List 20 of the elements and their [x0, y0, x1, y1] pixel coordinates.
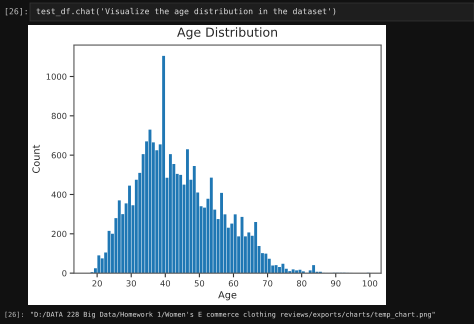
x-tick-label: 20	[92, 280, 102, 287]
chart-title: Age Distribution	[177, 27, 277, 40]
x-tick-label: 70	[262, 280, 272, 287]
x-tick-label: 90	[330, 280, 341, 287]
x-tick-label: 50	[194, 280, 204, 287]
y-tick-label: 600	[52, 152, 66, 158]
x-tick-label: 100	[362, 280, 378, 287]
y-tick-label: 800	[52, 112, 66, 120]
y-tick-label: 400	[52, 191, 66, 198]
x-tick-label: 40	[160, 280, 170, 287]
text: [26]:	[6, 8, 27, 16]
x-axis-title: Age	[218, 291, 236, 300]
y-tick-label: 0	[62, 270, 66, 276]
text: test_df.chat('Visualize the age distribution in the dataset')	[36, 8, 336, 16]
y-tick-label: 200	[52, 230, 66, 238]
y-axis-title: Count	[32, 144, 40, 173]
y-tick-label: 1000	[46, 73, 66, 80]
x-tick-label: 80	[296, 280, 306, 287]
x-tick-label: 60	[228, 280, 238, 287]
x-tick-label: 30	[126, 280, 136, 287]
